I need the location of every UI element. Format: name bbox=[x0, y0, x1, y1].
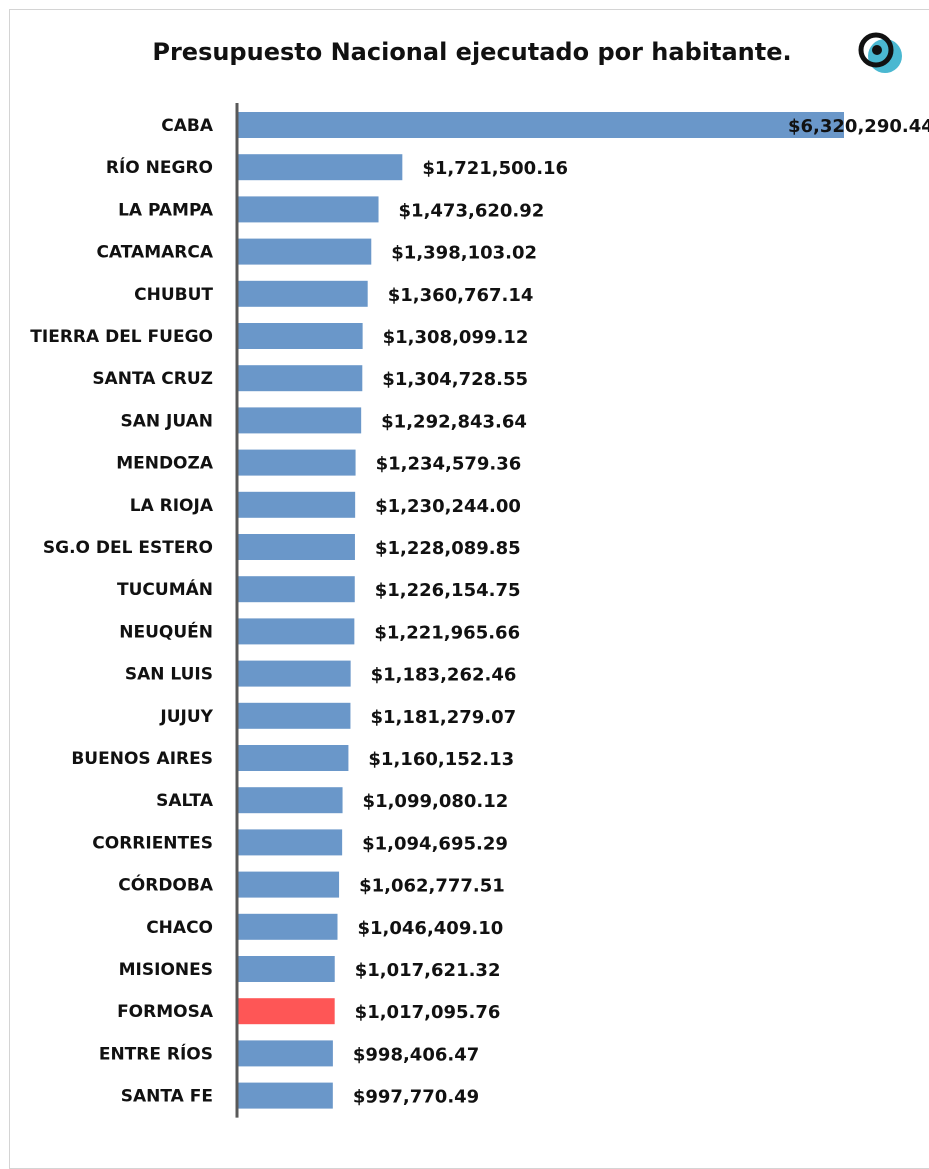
category-label-la-rioja: LA RIOJA bbox=[130, 496, 214, 516]
bar-santa-fe bbox=[237, 1082, 333, 1109]
value-labels: $6,320,290.44 $1,721,500.16 $1,473,620.92 $… bbox=[353, 116, 929, 1108]
category-label-san-juan: SAN JUAN bbox=[120, 411, 213, 431]
bar-misiones bbox=[237, 956, 335, 982]
bar-entre-rios bbox=[237, 1040, 333, 1067]
bar-chaco bbox=[237, 913, 338, 940]
bar-jujuy bbox=[237, 702, 351, 729]
value-label-tierra-del-fuego: $1,308,099.12 bbox=[383, 327, 529, 348]
value-label-entre-rios: $998,406.47 bbox=[353, 1044, 479, 1065]
value-label-la-rioja: $1,230,244.00 bbox=[375, 496, 521, 517]
category-label-neuquen: NEUQUÉN bbox=[119, 620, 213, 642]
category-label-caba: CABA bbox=[161, 116, 214, 136]
bar-chubut bbox=[237, 280, 368, 307]
bar-san-juan bbox=[237, 407, 362, 434]
value-label-chaco: $1,046,409.10 bbox=[357, 918, 503, 939]
category-label-santa-cruz: SANTA CRUZ bbox=[92, 369, 213, 389]
category-label-tierra-del-fuego: TIERRA DEL FUEGO bbox=[30, 327, 213, 347]
bar-tucuman bbox=[237, 576, 355, 603]
bar-cordoba bbox=[237, 871, 340, 898]
category-label-formosa: FORMOSA bbox=[117, 1002, 214, 1022]
value-label-neuquen: $1,221,965.66 bbox=[374, 622, 520, 643]
category-label-santa-fe: SANTA FE bbox=[121, 1087, 213, 1107]
value-label-salta: $1,099,080.12 bbox=[363, 791, 509, 812]
category-label-rio-negro: RÍO NEGRO bbox=[106, 156, 213, 178]
category-label-entre-rios: ENTRE RÍOS bbox=[99, 1042, 213, 1064]
value-label-catamarca: $1,398,103.02 bbox=[391, 243, 537, 264]
bar-sg-o-del-estero bbox=[237, 534, 355, 560]
bar-santa-cruz bbox=[237, 365, 363, 392]
bar-la-rioja bbox=[237, 491, 356, 518]
value-label-sg-o-del-estero: $1,228,089.85 bbox=[375, 538, 521, 559]
category-label-chubut: CHUBUT bbox=[134, 285, 213, 305]
value-label-chubut: $1,360,767.14 bbox=[388, 285, 534, 306]
chequeado-logo-icon bbox=[858, 32, 902, 73]
category-label-salta: SALTA bbox=[156, 791, 214, 811]
value-label-san-juan: $1,292,843.64 bbox=[381, 411, 527, 432]
value-label-san-luis: $1,183,262.46 bbox=[371, 665, 517, 686]
category-label-mendoza: MENDOZA bbox=[116, 454, 214, 474]
value-label-la-pampa: $1,473,620.92 bbox=[399, 200, 545, 221]
category-label-corrientes: CORRIENTES bbox=[92, 833, 213, 853]
bar-rio-negro bbox=[237, 154, 403, 181]
category-label-la-pampa: LA PAMPA bbox=[118, 200, 214, 220]
value-label-corrientes: $1,094,695.29 bbox=[362, 833, 508, 854]
bar-formosa bbox=[237, 998, 335, 1025]
value-label-jujuy: $1,181,279.07 bbox=[370, 707, 516, 728]
value-label-santa-cruz: $1,304,728.55 bbox=[382, 369, 528, 390]
value-label-cordoba: $1,062,777.51 bbox=[359, 876, 505, 897]
bar-san-luis bbox=[237, 660, 351, 687]
value-label-rio-negro: $1,721,500.16 bbox=[422, 158, 568, 179]
chart-title: Presupuesto Nacional ejecutado por habit… bbox=[152, 38, 792, 66]
category-label-misiones: MISIONES bbox=[119, 960, 213, 980]
value-label-mendoza: $1,234,579.36 bbox=[376, 454, 522, 475]
bar-salta bbox=[237, 787, 343, 814]
bar-buenos-aires bbox=[237, 745, 349, 771]
bar-corrientes bbox=[237, 829, 343, 856]
value-label-formosa: $1,017,095.76 bbox=[355, 1002, 501, 1023]
category-label-cordoba: CÓRDOBA bbox=[118, 874, 214, 896]
category-label-sg-o-del-estero: SG.O DEL ESTERO bbox=[43, 538, 213, 558]
value-label-santa-fe: $997,770.49 bbox=[353, 1087, 479, 1108]
bar-la-pampa bbox=[237, 196, 379, 223]
bar-catamarca bbox=[237, 238, 372, 265]
category-label-chaco: CHACO bbox=[146, 918, 213, 938]
category-label-catamarca: CATAMARCA bbox=[96, 243, 213, 263]
bar-chart: CABA RÍO NEGRO LA PAMPA CATAMARCA CHUBUT TIER… bbox=[30, 103, 929, 1118]
value-label-caba: $6,320,290.44 bbox=[788, 116, 929, 137]
category-label-buenos-aires: BUENOS AIRES bbox=[71, 749, 213, 769]
bar-mendoza bbox=[237, 449, 356, 476]
bars-group bbox=[237, 112, 844, 1109]
category-label-tucuman: TUCUMÁN bbox=[117, 578, 213, 600]
bar-neuquen bbox=[237, 618, 355, 645]
bar-tierra-del-fuego bbox=[237, 323, 363, 349]
value-label-tucuman: $1,226,154.75 bbox=[375, 580, 521, 601]
bar-caba bbox=[237, 112, 844, 138]
category-label-san-luis: SAN LUIS bbox=[125, 665, 213, 685]
value-label-misiones: $1,017,621.32 bbox=[355, 960, 501, 981]
category-label-jujuy: JUJUY bbox=[159, 707, 213, 727]
value-label-buenos-aires: $1,160,152.13 bbox=[368, 749, 514, 770]
category-labels: CABA RÍO NEGRO LA PAMPA CATAMARCA CHUBUT TIER… bbox=[30, 116, 214, 1107]
